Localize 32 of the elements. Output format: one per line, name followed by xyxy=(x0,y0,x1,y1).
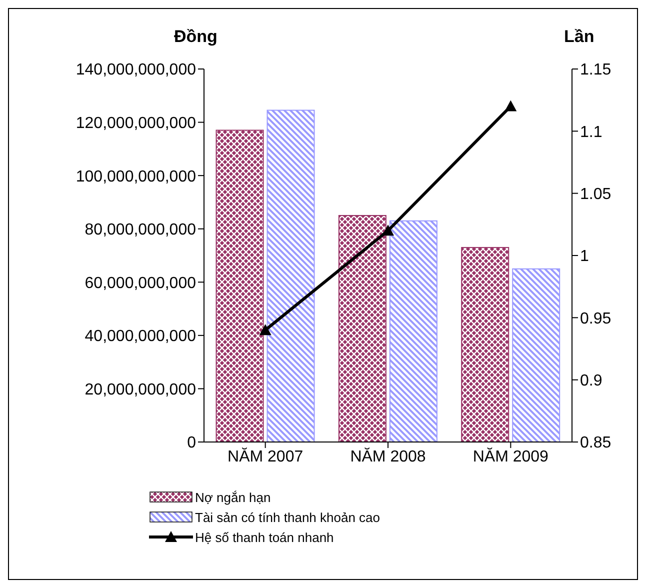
bar xyxy=(338,215,386,442)
bar xyxy=(461,247,510,442)
y2-tick-label: 0.95 xyxy=(580,310,612,328)
legend-label: Hệ số thanh toán nhanh xyxy=(195,530,334,544)
point xyxy=(259,324,272,336)
y-tick-label: 0 xyxy=(187,434,196,452)
y2-axis-title: Lần xyxy=(564,27,594,47)
y2-tick-label: 1 xyxy=(580,248,589,266)
y2-tick-label: 0.85 xyxy=(580,434,612,452)
y-tick-label: 120,000,000,000 xyxy=(76,114,196,132)
y-axis-title: Đồng xyxy=(174,27,218,47)
bar xyxy=(216,130,264,442)
y2-tick-label: 1.15 xyxy=(580,62,612,79)
y-tick-label: 80,000,000,000 xyxy=(84,222,196,239)
x-tick-label: NĂM 2008 xyxy=(350,447,426,466)
bar xyxy=(389,220,438,442)
y-tick-label: 40,000,000,000 xyxy=(84,328,196,346)
point xyxy=(504,100,517,112)
bar xyxy=(266,110,315,442)
y2-tick-label: 1.1 xyxy=(580,124,602,141)
y-tick-label: 60,000,000,000 xyxy=(84,274,196,292)
legend-label: Tài sản có tính thanh khoản cao xyxy=(195,510,380,524)
bar xyxy=(512,268,560,442)
y2-tick-label: 0.9 xyxy=(580,372,602,390)
legend-label: Nợ ngắn hạn xyxy=(195,490,271,504)
y-tick-label: 20,000,000,000 xyxy=(84,381,196,398)
y2-tick-label: 1.05 xyxy=(580,186,612,204)
x-tick-label: NĂM 2007 xyxy=(228,447,304,466)
point xyxy=(382,224,394,236)
y-tick-label: 100,000,000,000 xyxy=(76,168,196,186)
x-tick-label: NĂM 2009 xyxy=(472,447,549,466)
y-tick-label: 140,000,000,000 xyxy=(76,62,196,79)
